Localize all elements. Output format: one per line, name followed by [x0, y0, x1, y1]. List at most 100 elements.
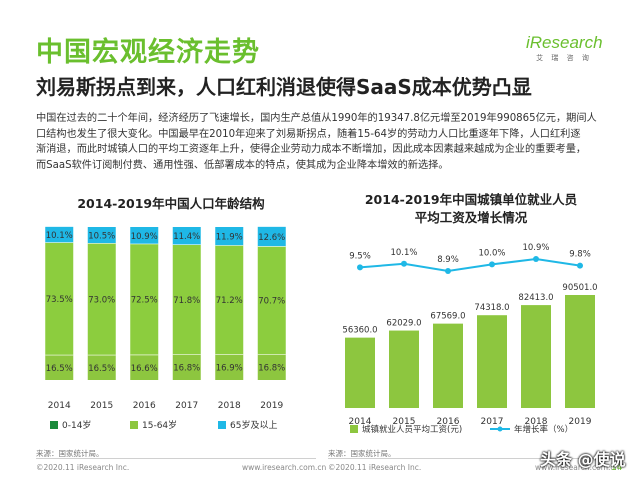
bar-segment-age-65-plus	[172, 227, 201, 245]
growth-rate-point	[401, 260, 407, 267]
data-label: 73.0%	[88, 295, 115, 305]
legend-label: 城镇就业人员平均工资(元)	[362, 424, 462, 435]
data-label: 73.5%	[46, 295, 73, 305]
x-tick-label: 2015	[393, 417, 416, 427]
right-chart-title: 2014-2019年中国城镇单位就业人员 平均工资及增长情况	[336, 191, 606, 227]
x-tick-label: 2014	[48, 401, 71, 411]
wage-bar	[389, 330, 419, 408]
wage-bar	[521, 305, 551, 408]
data-label: 16.9%	[216, 364, 243, 374]
right-chart-title-line1: 2014-2019年中国城镇单位就业人员	[364, 192, 578, 207]
data-label: 11.4%	[173, 232, 200, 242]
wage-bar	[565, 295, 595, 408]
bar-segment-age-0-14	[172, 354, 201, 380]
x-tick-label: 2014	[349, 417, 372, 427]
bar-segment-age-0-14	[87, 354, 116, 380]
left-footer-url: www.iresearch.com.cn	[242, 463, 327, 472]
data-label: 10.5%	[88, 232, 115, 242]
iresearch-logo: iResearch 艾 瑞 咨 询	[526, 33, 603, 63]
bar-segment-age-15-64	[215, 245, 244, 355]
paragraph-line: 渐消退，而此时城镇人口的平均工资逐年上升，使得企业劳动力成本不断增加，因此成本因…	[36, 144, 587, 155]
wage-bar	[433, 323, 463, 408]
legend-label: 0-14岁	[62, 419, 91, 431]
bar-value-label: 74318.0	[474, 303, 509, 313]
bar-segment-age-15-64	[130, 243, 159, 355]
bar-segment-age-0-14	[45, 354, 74, 380]
data-label: 10.9%	[131, 232, 158, 242]
data-label: 16.5%	[88, 364, 115, 374]
bar-segment-age-65-plus	[45, 226, 74, 243]
data-label: 16.8%	[173, 364, 200, 374]
legend-swatch	[218, 421, 226, 429]
data-label: 70.7%	[258, 297, 285, 307]
data-label: 11.9%	[216, 233, 243, 243]
data-label: 10.1%	[46, 231, 73, 241]
growth-rate-line	[359, 257, 581, 273]
bar-value-label: 56360.0	[342, 326, 377, 336]
data-label: 16.8%	[258, 364, 285, 374]
data-label: 16.5%	[46, 364, 73, 374]
legend-line-marker	[497, 426, 503, 432]
legend-swatch	[50, 421, 58, 429]
growth-rate-point	[489, 261, 495, 268]
bar-value-label: 82413.0	[518, 293, 553, 303]
left-chart-title: 2014-2019年中国人口年龄结构	[77, 196, 265, 211]
bar-value-label: 62029.0	[386, 319, 421, 329]
growth-rate-point	[445, 268, 451, 274]
x-tick-label: 2019	[260, 401, 283, 411]
wage-growth-chart: 56360.0 2014 62029.0 2015 67569.0 2016 74318.0…	[342, 243, 597, 435]
growth-rate-label: 9.8%	[569, 250, 591, 260]
legend-label: 年增长率（%）	[514, 424, 573, 435]
bar-value-label: 67569.0	[430, 312, 465, 322]
growth-rate-point	[533, 256, 539, 262]
logo-subtext: 艾 瑞 咨 询	[536, 54, 592, 62]
legend-swatch	[350, 425, 358, 433]
growth-rate-point	[357, 264, 363, 271]
growth-rate-label: 10.9%	[522, 243, 549, 253]
legend-swatch	[130, 421, 138, 429]
left-footer-divider	[36, 458, 316, 459]
page-title: 中国宏观经济走势	[36, 37, 260, 68]
page-subtitle: 刘易斯拐点到来，人口红利消退使得SaaS成本优势凸显	[36, 75, 532, 99]
x-tick-label: 2017	[481, 417, 504, 427]
x-tick-label: 2015	[90, 401, 113, 411]
left-chart-source: 来源：国家统计局。	[36, 449, 104, 458]
wage-bar	[477, 315, 507, 408]
left-footer-copyright: ©2020.11 iResearch Inc.	[36, 463, 130, 472]
growth-rate-label: 8.9%	[437, 255, 459, 265]
data-label: 71.8%	[173, 296, 200, 306]
x-tick-label: 2017	[175, 401, 198, 411]
bar-segment-age-0-14	[215, 354, 244, 380]
bar-value-label: 90501.0	[562, 283, 597, 293]
logo-wordmark: iResearch	[526, 33, 603, 52]
growth-rate-label: 10.0%	[478, 248, 505, 258]
wage-bar	[345, 337, 375, 408]
x-tick-label: 2019	[569, 417, 592, 427]
bar-segment-age-15-64	[87, 243, 116, 355]
x-tick-label: 2018	[525, 417, 548, 427]
growth-rate-label: 9.5%	[349, 251, 371, 261]
bar-segment-age-0-14	[257, 354, 286, 380]
right-chart-source: 来源：国家统计局。	[328, 449, 396, 458]
legend-label: 15-64岁	[142, 419, 177, 431]
bar-segment-age-15-64	[45, 242, 74, 355]
bar-segment-age-0-14	[130, 354, 159, 380]
right-chart-title-line2: 平均工资及增长情况	[414, 210, 528, 225]
data-label: 12.6%	[258, 233, 285, 243]
data-label: 72.5%	[131, 296, 158, 306]
growth-rate-point	[577, 262, 583, 269]
paragraph-line: 而SaaS软件订阅制付费、通用性强、低部署成本的特点，使其成为企业降本增效的新选…	[36, 159, 449, 171]
legend-label: 65岁及以上	[230, 419, 277, 431]
x-tick-label: 2018	[218, 401, 241, 411]
right-footer-url: www.iresearch.com.cn	[535, 463, 620, 472]
paragraph-line: 中国在过去的二十个年间，经济经历了飞速增长，国内生产总值从1990年的19347…	[36, 113, 597, 124]
x-tick-label: 2016	[133, 401, 156, 411]
right-footer-copyright: ©2020.11 iResearch Inc.	[328, 463, 422, 472]
data-label: 16.6%	[131, 364, 158, 374]
bar-segment-age-15-64	[172, 244, 201, 355]
bar-segment-age-65-plus	[215, 227, 244, 246]
bar-segment-age-15-64	[257, 246, 286, 355]
intro-paragraph: 中国在过去的二十个年间，经济经历了飞速增长，国内生产总值从1990年的19347…	[36, 111, 606, 173]
bar-segment-age-65-plus	[130, 227, 159, 244]
page-number: 14	[611, 463, 623, 473]
